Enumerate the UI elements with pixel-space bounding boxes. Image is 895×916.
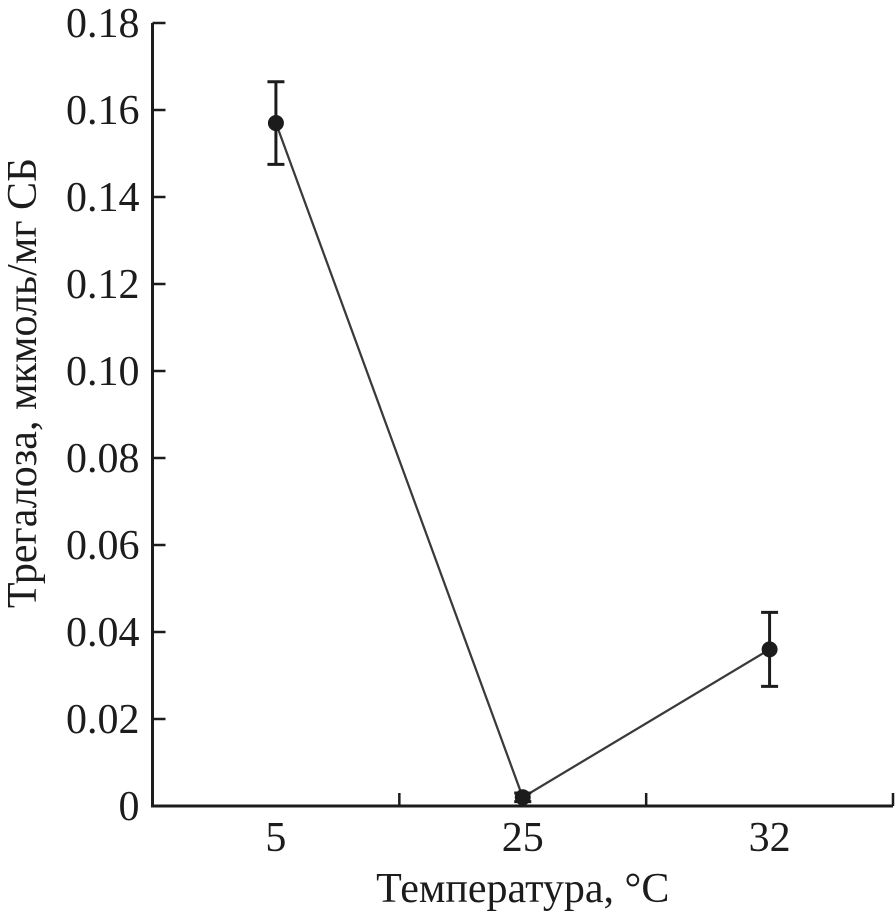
y-tick-label: 0.06 [66, 523, 140, 569]
axes-spines [151, 23, 893, 808]
plot-area: 0 0.02 0.04 0.06 0.08 0.10 0.12 0.14 0.16 0.18 5 25… [66, 1, 895, 861]
x-tick-label: 5 [265, 815, 286, 861]
y-tick-label: 0.08 [66, 436, 140, 482]
x-axis-title: Температура, °C [376, 866, 669, 912]
y-tick-label: 0.18 [66, 1, 140, 47]
y-tick-label: 0.12 [66, 262, 140, 308]
y-tick-label: 0 [119, 784, 140, 830]
x-tick-label: 25 [502, 815, 544, 861]
data-point-marker [514, 789, 531, 806]
data-point-marker [267, 115, 284, 132]
data-point-marker [761, 641, 778, 658]
y-tick-label: 0.14 [66, 175, 140, 221]
y-tick-label: 0.16 [66, 88, 140, 134]
x-tick-label: 32 [749, 815, 791, 861]
y-axis-title: Трегалоза, мкмоль/мг СБ [0, 158, 46, 608]
data-series-line [274, 122, 771, 799]
y-tick-label: 0.02 [66, 697, 140, 743]
y-tick-label: 0.04 [66, 610, 140, 656]
y-tick-label: 0.10 [66, 349, 140, 395]
